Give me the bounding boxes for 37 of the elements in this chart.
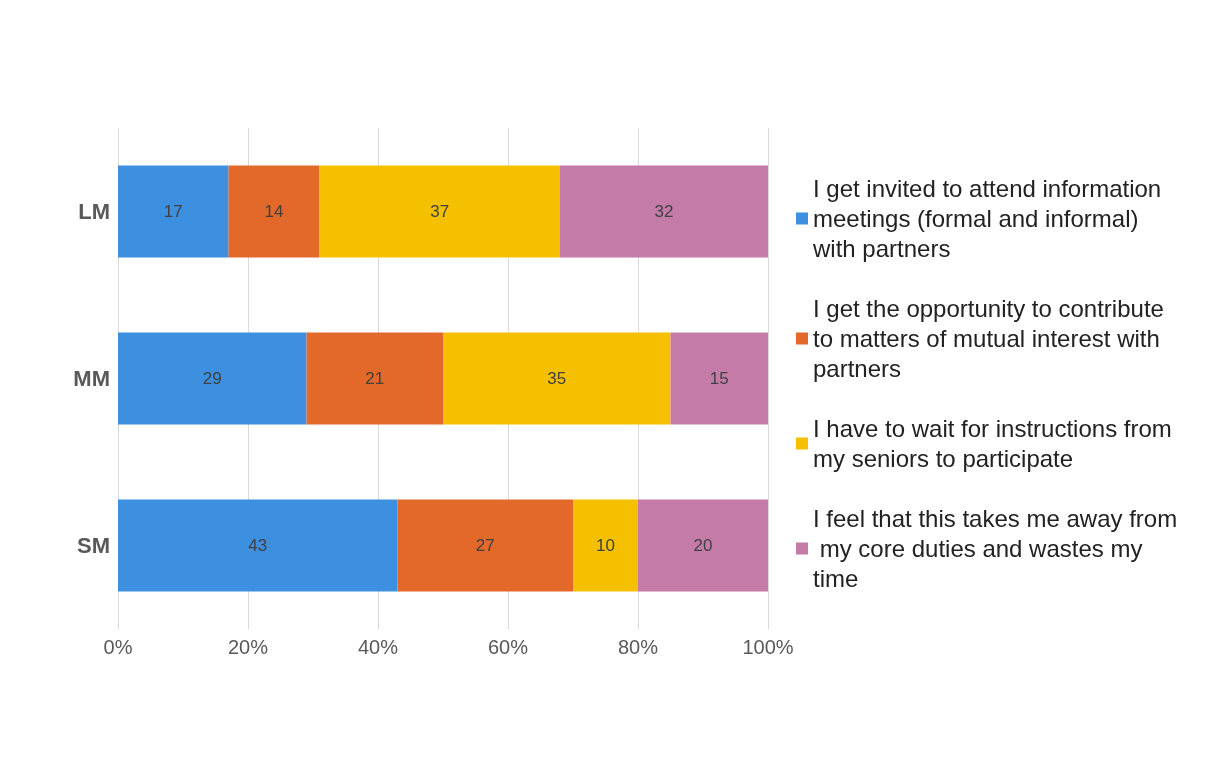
bar (118, 332, 307, 425)
data-label: 21 (365, 369, 385, 388)
bar (443, 332, 671, 425)
x-tick-label: 80% (617, 636, 659, 658)
data-label: 43 (248, 536, 268, 555)
y-tick-label: LM (78, 199, 110, 224)
data-label: 37 (430, 202, 450, 221)
bar (319, 165, 560, 258)
data-label: 14 (264, 202, 284, 221)
legend-label: I feel that this takes me away from my core duties and wastes my time (813, 505, 1178, 592)
legend-label: I have to wait for instructions from my seniors to participate (813, 415, 1179, 472)
legend-label: I get the opportunity to contribute to matters of mutual interest with partners (813, 295, 1171, 382)
y-tick-label: MM (73, 366, 110, 391)
y-tick-label: SM (77, 533, 110, 558)
data-label: 35 (547, 369, 567, 388)
data-label: 29 (202, 369, 222, 388)
bar (638, 499, 768, 592)
bar (118, 499, 398, 592)
data-label: 32 (654, 202, 674, 221)
bar (306, 332, 443, 425)
bar (228, 165, 320, 258)
x-tick-label: 100% (742, 636, 794, 658)
x-tick-label: 60% (487, 636, 529, 658)
bar (573, 499, 638, 592)
x-tick-label: 20% (227, 636, 269, 658)
x-tick-label: 40% (357, 636, 399, 658)
x-tick-label: 0% (103, 636, 133, 658)
legend-label: I get invited to attend information meetings (formal and informal) with partners (812, 175, 1168, 262)
data-label: 17 (163, 202, 183, 221)
bar (397, 499, 573, 592)
data-label: 10 (596, 536, 615, 555)
data-label: 27 (475, 536, 495, 555)
data-label: 15 (709, 369, 729, 388)
data-label: 20 (693, 536, 713, 555)
bar (118, 165, 229, 258)
bar (670, 332, 768, 425)
bar (560, 165, 768, 258)
